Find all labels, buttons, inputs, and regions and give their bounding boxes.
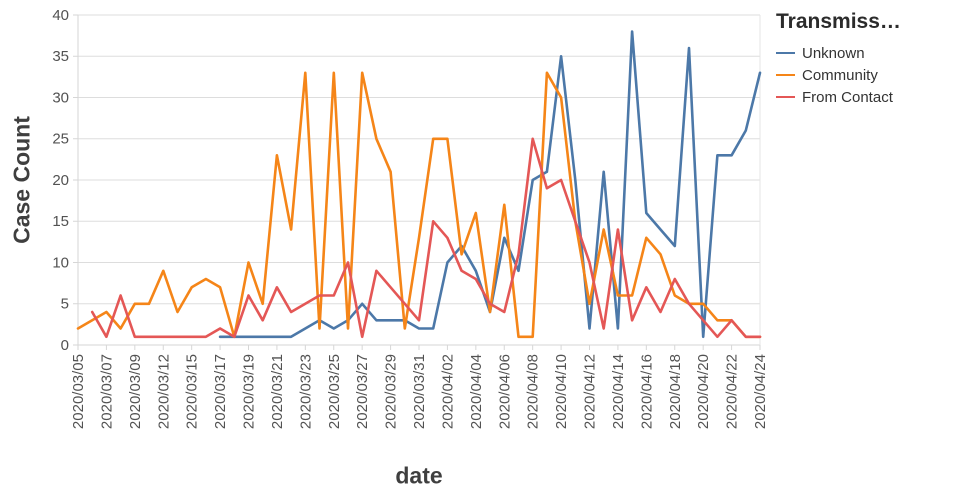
legend-line-swatch-unknown	[776, 52, 795, 54]
x-tick-label: 2020/03/17	[212, 354, 229, 429]
y-tick-label: 35	[52, 48, 69, 65]
legend-item-unknown: Unknown	[776, 42, 958, 64]
x-tick-label: 2020/04/16	[638, 354, 655, 429]
x-tick-label: 2020/04/24	[752, 354, 769, 429]
x-tick-label: 2020/03/23	[297, 354, 314, 429]
legend-line-swatch-community	[776, 74, 795, 76]
legend-item-from-contact: From Contact	[776, 86, 958, 108]
x-tick-label: 2020/03/31	[411, 354, 428, 429]
legend-line-swatch-from-contact	[776, 96, 795, 98]
y-tick-label: 30	[52, 89, 69, 106]
y-tick-label: 15	[52, 213, 69, 230]
x-axis-title: date	[395, 462, 443, 489]
y-tick-label: 0	[61, 337, 69, 354]
y-axis-title: Case Count	[8, 116, 35, 244]
x-tick-label: 2020/03/09	[127, 354, 144, 429]
legend-label: Unknown	[802, 44, 865, 62]
legend-label: Community	[802, 66, 878, 84]
y-tick-label: 40	[52, 7, 69, 24]
y-tick-label: 10	[52, 254, 69, 271]
series-line-unknown	[218, 30, 762, 339]
x-tick-label: 2020/03/12	[155, 354, 172, 429]
x-tick-label: 2020/04/02	[439, 354, 456, 429]
legend-label: From Contact	[802, 88, 893, 106]
legend-items: Unknown Community From Contact	[776, 42, 958, 108]
x-tick-label: 2020/03/15	[184, 354, 201, 429]
x-tick-label: 2020/04/20	[695, 354, 712, 429]
x-tick-label: 2020/03/05	[70, 354, 87, 429]
y-tick-label: 25	[52, 131, 69, 148]
x-tick-label: 2020/04/22	[724, 354, 741, 429]
x-tick-label: 2020/04/18	[667, 354, 684, 429]
series-line-from-contact	[90, 137, 762, 339]
x-tick-label: 2020/03/29	[383, 354, 400, 429]
x-tick-label: 2020/03/19	[240, 354, 257, 429]
y-tick-label: 20	[52, 172, 69, 189]
x-tick-label: 2020/04/12	[581, 354, 598, 429]
x-tick-label: 2020/04/06	[496, 354, 513, 429]
x-tick-label: 2020/04/10	[553, 354, 570, 429]
legend-item-community: Community	[776, 64, 958, 86]
x-tick-label: 2020/04/04	[468, 354, 485, 429]
x-tick-label: 2020/03/25	[326, 354, 343, 429]
x-tick-label: 2020/03/21	[269, 354, 286, 429]
series-line-community	[76, 71, 762, 339]
x-tick-label: 2020/04/08	[525, 354, 542, 429]
x-tick-label: 2020/04/14	[610, 354, 627, 429]
x-tick-label: 2020/03/07	[98, 354, 115, 429]
legend-title: Transmiss…	[776, 10, 901, 33]
x-tick-label: 2020/03/27	[354, 354, 371, 429]
y-tick-label: 5	[61, 296, 69, 313]
legend: Transmiss… Unknown Community From Contact	[776, 10, 958, 108]
